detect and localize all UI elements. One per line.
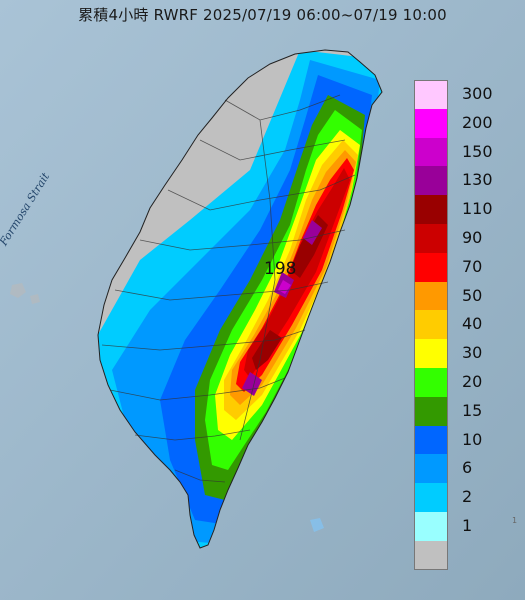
max-rainfall-value: 198 (264, 259, 297, 279)
legend-item: 90 (412, 224, 522, 253)
legend-item: 30 (412, 339, 522, 368)
legend-label: 15 (462, 400, 483, 420)
legend-item: 15 (412, 396, 522, 426)
legend-swatch (414, 137, 448, 167)
legend-label: 70 (462, 256, 483, 276)
legend-label: 30 (462, 343, 483, 363)
lanyu-island (310, 518, 324, 532)
legend-label: 40 (462, 314, 483, 334)
legend-label: 110 (462, 199, 493, 219)
legend-item: 10 (412, 425, 522, 455)
legend-item: 200 (412, 108, 522, 138)
legend-label: 1 (462, 516, 473, 535)
legend-item: 6 (412, 454, 522, 484)
color-legend: 300 200 150 130 110 90 70 50 40 30 20 15 10 6 2 1 (412, 80, 522, 570)
legend-swatch (414, 310, 448, 340)
legend-swatch (414, 108, 448, 138)
legend-swatch (414, 512, 448, 541)
legend-swatch (414, 339, 448, 368)
map-title: 累積4小時 RWRF 2025/07/19 06:00~07/19 10:00 (78, 6, 447, 24)
coastline (97, 49, 383, 549)
legend-label: 130 (462, 170, 493, 190)
legend-swatch (414, 454, 448, 484)
legend-label: 10 (462, 429, 483, 449)
legend-item: 300 (412, 80, 522, 109)
legend-swatch (414, 224, 448, 253)
legend-item: 20 (412, 368, 522, 397)
legend-label: 50 (462, 285, 483, 305)
legend-item: 50 (412, 281, 522, 311)
legend-item (412, 540, 522, 570)
legend-swatch (414, 540, 448, 570)
legend-label: 20 (462, 372, 483, 391)
penghu-islands (10, 283, 40, 304)
legend-item: 70 (412, 252, 522, 282)
county-boundaries (101, 94, 356, 483)
legend-label: 90 (462, 228, 483, 247)
legend-swatch (414, 166, 448, 196)
legend-swatch (414, 80, 448, 109)
legend-swatch (414, 368, 448, 397)
legend-item: 110 (412, 195, 522, 224)
corner-mark: 1 (512, 516, 518, 525)
legend-swatch (414, 252, 448, 282)
legend-swatch (414, 396, 448, 426)
legend-label: 2 (462, 487, 473, 507)
legend-swatch (414, 483, 448, 512)
legend-label: 6 (462, 458, 473, 478)
legend-label: 200 (462, 112, 493, 132)
legend-item: 1 (412, 512, 522, 541)
rain-zone-110mm (252, 215, 328, 370)
legend-swatch (414, 195, 448, 224)
legend-swatch (414, 425, 448, 455)
legend-item: 130 (412, 166, 522, 196)
legend-item: 40 (412, 310, 522, 340)
legend-swatch (414, 281, 448, 311)
legend-item: 150 (412, 137, 522, 167)
rainfall-layers (98, 50, 382, 548)
legend-item: 2 (412, 483, 522, 512)
legend-label: 150 (462, 141, 493, 161)
rain-zone-130mm (242, 220, 322, 396)
legend-label: 300 (462, 84, 493, 103)
